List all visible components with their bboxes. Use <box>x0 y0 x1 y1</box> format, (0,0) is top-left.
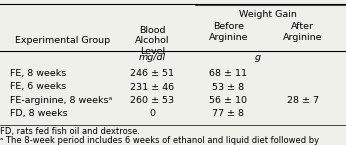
Text: 77 ± 8: 77 ± 8 <box>212 109 244 118</box>
Text: After
Arginine: After Arginine <box>283 22 322 42</box>
Text: 68 ± 11: 68 ± 11 <box>209 69 247 78</box>
Text: 56 ± 10: 56 ± 10 <box>209 96 247 105</box>
Text: g: g <box>255 54 261 62</box>
Text: Blood
Alcohol
Level: Blood Alcohol Level <box>135 26 170 56</box>
Text: FE, 8 weeks: FE, 8 weeks <box>10 69 67 78</box>
Text: 246 ± 51: 246 ± 51 <box>130 69 174 78</box>
Text: FD, 8 weeks: FD, 8 weeks <box>10 109 68 118</box>
Text: 231 ± 46: 231 ± 46 <box>130 83 174 91</box>
Text: 28 ± 7: 28 ± 7 <box>287 96 319 105</box>
Text: Before
Arginine: Before Arginine <box>209 22 248 42</box>
Text: FD, rats fed fish oil and dextrose.: FD, rats fed fish oil and dextrose. <box>0 127 140 136</box>
Text: 53 ± 8: 53 ± 8 <box>212 83 244 91</box>
Text: FE-arginine, 8 weeksᵃ: FE-arginine, 8 weeksᵃ <box>10 96 113 105</box>
Text: 260 ± 53: 260 ± 53 <box>130 96 174 105</box>
Text: Weight Gain: Weight Gain <box>239 10 297 19</box>
Text: 0: 0 <box>149 109 155 118</box>
Text: FE, 6 weeks: FE, 6 weeks <box>10 83 67 91</box>
Text: ᵃ The 8-week period includes 6 weeks of ethanol and liquid diet followed by: ᵃ The 8-week period includes 6 weeks of … <box>0 136 319 145</box>
Text: mg/dl: mg/dl <box>139 54 166 62</box>
Text: Experimental Group: Experimental Group <box>15 36 110 45</box>
